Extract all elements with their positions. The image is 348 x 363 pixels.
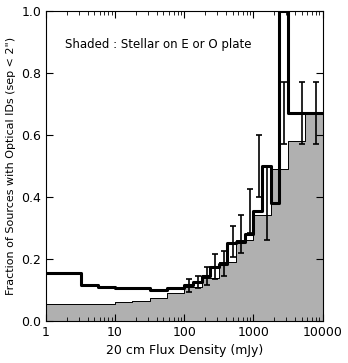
Text: Shaded : Stellar on E or O plate: Shaded : Stellar on E or O plate — [65, 38, 252, 52]
X-axis label: 20 cm Flux Density (mJy): 20 cm Flux Density (mJy) — [105, 344, 263, 358]
Y-axis label: Fraction of Sources with Optical IDs (sep < 2"): Fraction of Sources with Optical IDs (se… — [6, 37, 16, 295]
